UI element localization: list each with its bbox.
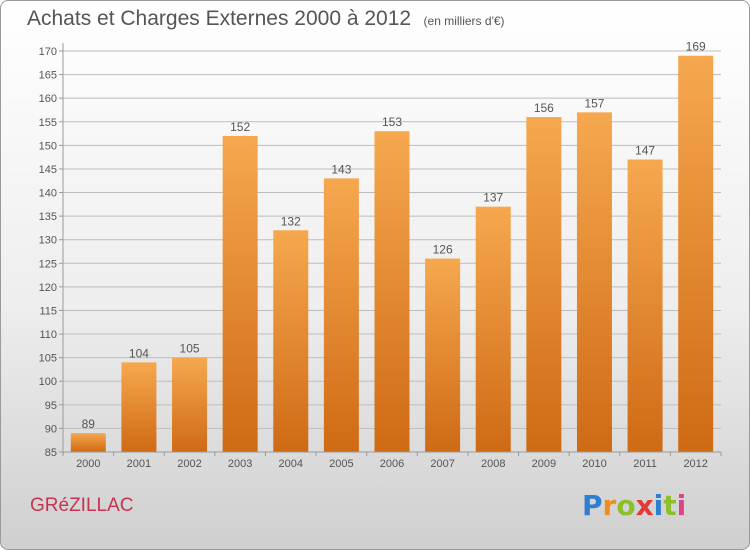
data-label: 169 <box>686 40 706 54</box>
x-tick-label: 2004 <box>279 458 303 470</box>
x-tick-label: 2010 <box>582 458 606 470</box>
x-tick-label: 2007 <box>430 458 454 470</box>
data-label: 143 <box>331 162 351 176</box>
proxiti-logo: Proxiti <box>582 489 686 522</box>
data-label: 104 <box>129 346 149 360</box>
data-label: 89 <box>82 417 96 431</box>
y-tick-label: 140 <box>39 188 57 200</box>
y-tick-label: 95 <box>45 400 57 412</box>
y-tick-label: 155 <box>39 117 57 129</box>
data-label: 105 <box>180 342 200 356</box>
bar-2001 <box>121 362 157 452</box>
data-label: 126 <box>433 243 453 257</box>
bar-2007 <box>425 258 461 452</box>
y-tick-label: 90 <box>45 423 57 435</box>
y-tick-label: 105 <box>39 353 57 365</box>
bar-2003 <box>222 135 258 452</box>
bar-2011 <box>627 159 663 452</box>
x-axis: 2000 2001 2002 2003 2004 2005 2006 2007 2008 2009… <box>62 452 722 470</box>
bar-2004 <box>273 230 309 452</box>
x-tick-label: 2003 <box>228 458 252 470</box>
bar-2010 <box>576 112 612 453</box>
data-label: 153 <box>382 115 402 129</box>
bars <box>70 55 714 453</box>
x-tick-label: 2008 <box>481 458 505 470</box>
logo-letter: P <box>582 489 603 522</box>
x-tick-label: 2011 <box>633 458 657 470</box>
y-tick-label: 145 <box>39 164 57 176</box>
y-tick-label: 135 <box>39 211 57 223</box>
x-tick-label: 2002 <box>177 458 201 470</box>
x-tick-label: 2005 <box>329 458 353 470</box>
y-axis: 85 90 95 100 105 110 115 120 125 130 135 140 145 150 1… <box>39 46 63 459</box>
bar-2012 <box>678 55 714 452</box>
chart-title-block: Achats et Charges Externes 2000 à 2012 (… <box>27 7 505 31</box>
y-tick-label: 160 <box>39 93 57 105</box>
y-tick-label: 85 <box>45 447 57 459</box>
logo-letter: i <box>676 489 687 522</box>
y-tick-label: 170 <box>39 46 57 58</box>
logo-letter: i <box>653 489 664 522</box>
y-tick-label: 150 <box>39 140 57 152</box>
y-tick-label: 115 <box>39 305 57 317</box>
x-tick-label: 2012 <box>683 458 707 470</box>
bar-2006 <box>374 131 410 452</box>
y-tick-label: 130 <box>39 235 57 247</box>
data-label: 156 <box>534 101 554 115</box>
bar-2008 <box>475 206 511 452</box>
data-label: 157 <box>584 96 604 110</box>
location-name: GRéZILLAC <box>30 495 134 516</box>
y-tick-label: 110 <box>39 329 57 341</box>
y-tick-label: 125 <box>39 258 57 270</box>
y-tick-label: 120 <box>39 282 57 294</box>
logo-letter: o <box>616 489 636 522</box>
data-label: 152 <box>230 120 250 134</box>
x-tick-label: 2006 <box>380 458 404 470</box>
logo-letter: x <box>635 489 654 522</box>
data-labels: 89 104 105 152 132 143 153 126 137 156 157 147 169 <box>82 40 706 431</box>
logo-letter: r <box>602 489 617 522</box>
x-tick-label: 2009 <box>532 458 556 470</box>
bar-2005 <box>323 178 359 452</box>
data-label: 132 <box>281 214 301 228</box>
x-tick-label: 2001 <box>127 458 151 470</box>
y-tick-label: 165 <box>39 70 57 82</box>
chart-unit: (en milliers d'€) <box>423 14 505 28</box>
logo-letter: t <box>663 489 677 522</box>
data-label: 137 <box>483 191 503 205</box>
bar-2002 <box>172 357 208 452</box>
y-tick-label: 100 <box>39 376 57 388</box>
x-tick-label: 2000 <box>76 458 100 470</box>
bar-2000 <box>70 433 106 452</box>
chart-title: Achats et Charges Externes 2000 à 2012 <box>27 7 412 30</box>
bar-2009 <box>526 117 562 452</box>
data-label: 147 <box>635 144 655 158</box>
